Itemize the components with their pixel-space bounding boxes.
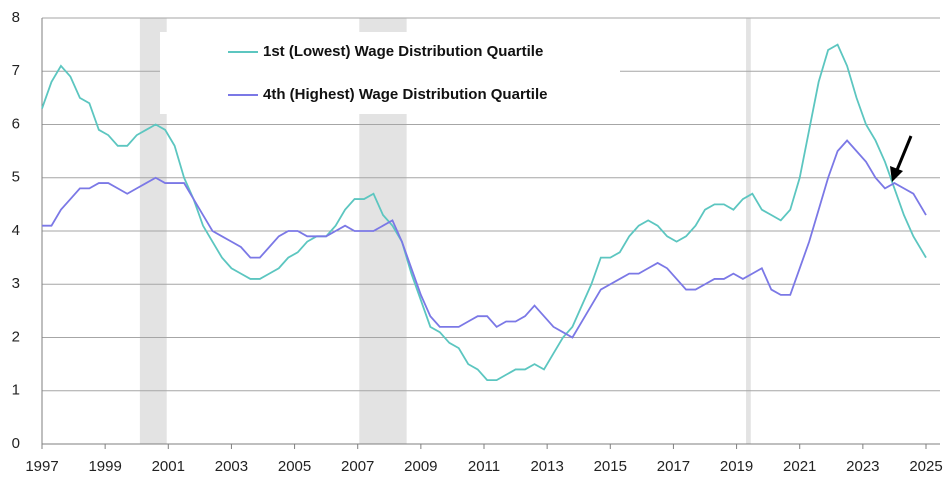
- line-layer: [41, 43, 927, 381]
- legend-label: 4th (Highest) Wage Distribution Quartile: [263, 86, 547, 103]
- x-tick-label: 2015: [594, 458, 627, 475]
- annotation-arrow: [895, 135, 913, 171]
- x-tick-label: 2021: [783, 458, 816, 475]
- x-tick-label: 1997: [25, 458, 58, 475]
- x-tick-label: 2007: [341, 458, 374, 475]
- y-tick-label: 8: [12, 9, 20, 26]
- series-line: [41, 43, 927, 381]
- x-tick-label: 2005: [278, 458, 311, 475]
- x-tick-label: 2011: [468, 458, 500, 475]
- x-tick-label: 1999: [88, 458, 121, 475]
- series-line: [42, 139, 927, 339]
- annotation-arrowhead: [890, 166, 903, 182]
- legend-label: 1st (Lowest) Wage Distribution Quartile: [263, 43, 543, 60]
- y-tick-label: 7: [12, 62, 20, 79]
- y-tick-label: 5: [12, 169, 20, 186]
- legend-background: [160, 32, 620, 114]
- x-tick-label: 2023: [846, 458, 879, 475]
- y-tick-label: 3: [12, 275, 20, 292]
- y-tick-label: 0: [12, 435, 20, 452]
- x-tick-label: 2025: [909, 458, 942, 475]
- x-tick-label: 2017: [657, 458, 690, 475]
- y-tick-label: 2: [12, 328, 20, 345]
- x-tick-label: 2003: [215, 458, 248, 475]
- x-tick-label: 2013: [530, 458, 563, 475]
- x-tick-label: 2019: [720, 458, 753, 475]
- y-tick-label: 6: [12, 115, 20, 132]
- y-tick-label: 1: [12, 382, 20, 399]
- x-tick-label: 2001: [152, 458, 185, 475]
- y-tick-label: 4: [12, 222, 20, 239]
- x-tick-label: 2009: [404, 458, 437, 475]
